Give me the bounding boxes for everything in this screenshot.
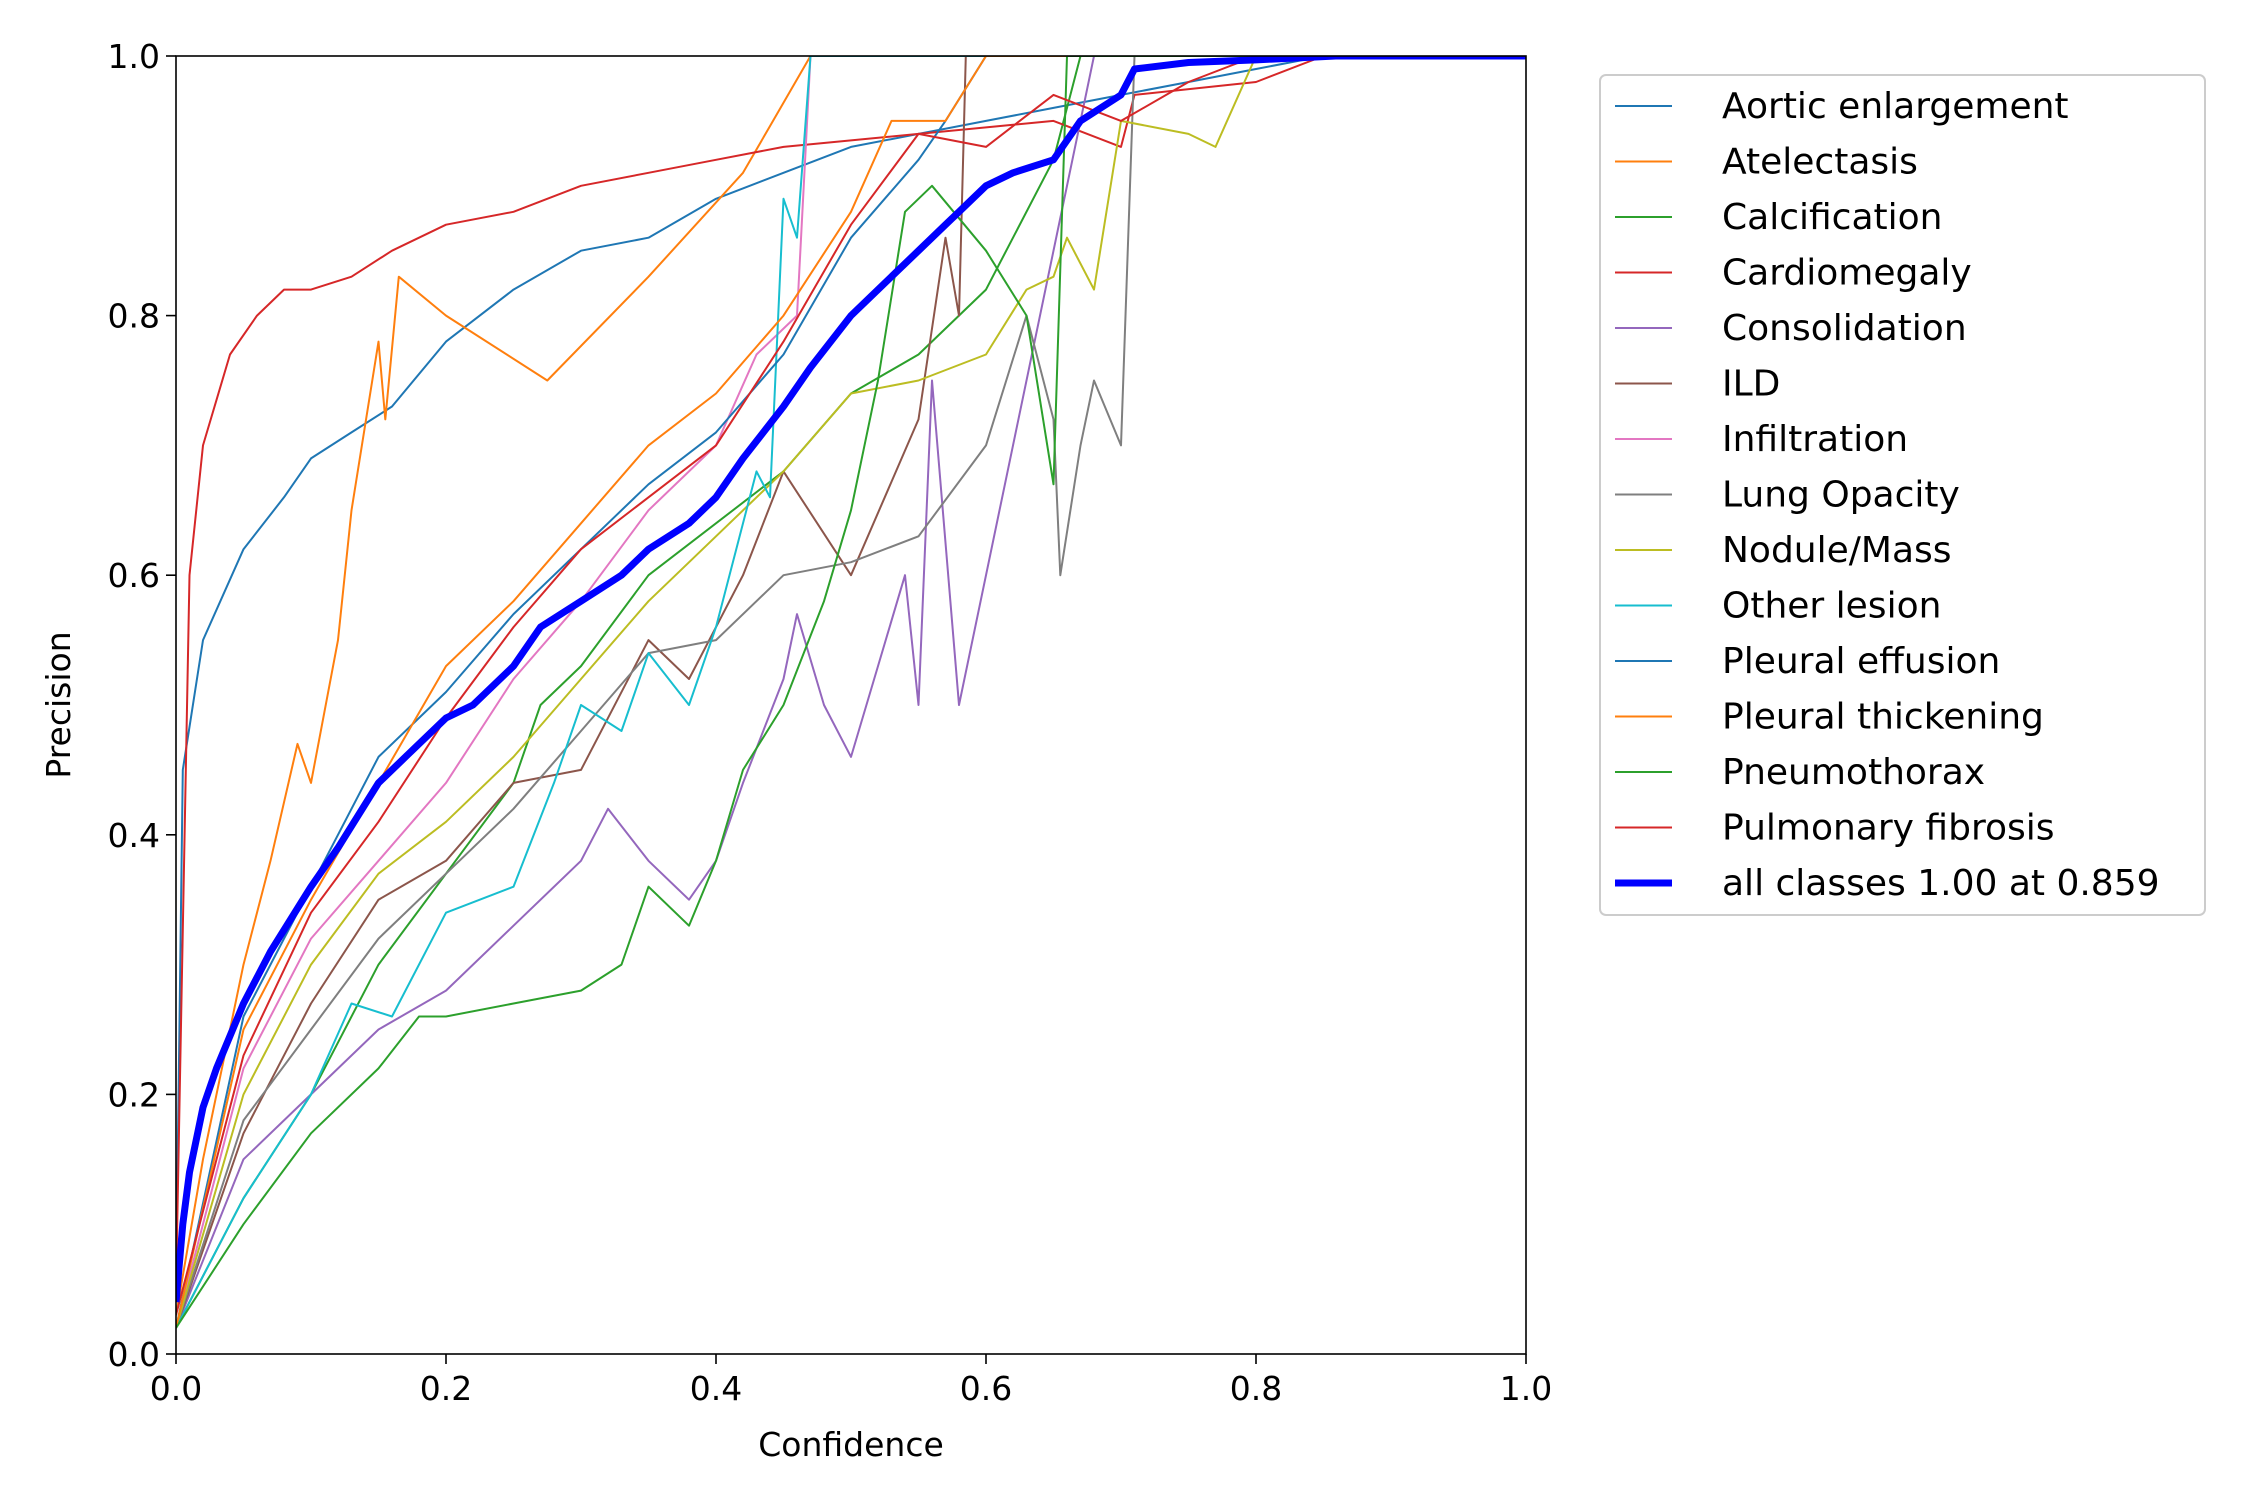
y-axis-ticks: 0.0 0.2 0.4 0.6 0.8 1.0 [108,37,176,1374]
y-axis-label: Precision [39,631,78,778]
x-tick-label: 0.6 [960,1369,1012,1408]
series-group [176,56,1526,1329]
series-line-1 [176,56,1526,1316]
series-line-14 [176,56,1526,1303]
legend-label-11: Pleural thickening [1722,697,2044,738]
series-line-11 [176,56,1526,1329]
legend-label-10: Pleural effusion [1722,641,2000,682]
legend-label-0: Aortic enlargement [1722,86,2069,127]
y-tick-label: 1.0 [108,37,160,76]
legend-label-14: all classes 1.00 at 0.859 [1722,863,2160,904]
x-tick-label: 0.0 [150,1369,202,1408]
x-tick-label: 1.0 [1500,1369,1552,1408]
series-line-0 [176,56,1526,1290]
series-line-8 [176,56,1526,1329]
legend-frame [1599,74,2206,916]
y-tick-label: 0.8 [108,297,160,336]
series-line-3 [176,56,1526,1290]
legend-label-1: Atelectasis [1722,142,1918,183]
series-line-10 [176,56,1526,1329]
series-line-5 [176,56,1526,1329]
series-line-4 [176,56,1526,1329]
legend: Aortic enlargement Atelectasis Calcificati… [1599,74,2206,916]
legend-label-6: Infiltration [1722,419,1908,460]
plot-frame [175,55,1527,1355]
legend-label-12: Pneumothorax [1722,752,1985,793]
y-tick-label: 0.6 [108,556,160,595]
legend-label-9: Other lesion [1722,586,1941,627]
x-tick-label: 0.2 [420,1369,472,1408]
series-line-13 [176,56,1526,1316]
y-tick-label: 0.0 [108,1335,160,1374]
legend-label-5: ILD [1722,364,1780,405]
series-line-12 [176,56,1526,1329]
x-tick-label: 0.8 [1230,1369,1282,1408]
legend-label-3: Cardiomegaly [1722,253,1972,294]
x-axis-ticks: 0.0 0.2 0.4 0.6 0.8 1.0 [150,1354,1552,1408]
legend-label-4: Consolidation [1722,308,1967,349]
x-tick-label: 0.4 [690,1369,742,1408]
x-axis-label: Confidence [758,1425,944,1464]
y-tick-label: 0.4 [108,816,160,855]
series-line-2 [176,56,1526,1329]
legend-label-7: Lung Opacity [1722,475,1960,516]
series-line-9 [176,56,1526,1329]
legend-label-8: Nodule/Mass [1722,530,1952,571]
legend-label-13: Pulmonary fibrosis [1722,808,2055,849]
y-tick-label: 0.2 [108,1075,160,1114]
legend-label-2: Calcification [1722,197,1942,238]
series-line-7 [176,56,1526,1329]
